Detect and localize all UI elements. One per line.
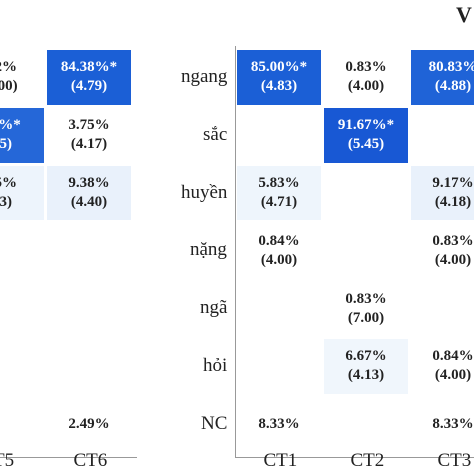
cell-text: 85.00%*: [250, 59, 308, 76]
cell-text: (4.00): [434, 251, 472, 268]
heatmap-cell: 6.67% (4.13): [324, 339, 408, 394]
cell-text: 9.38%: [68, 174, 110, 191]
cell-text: 3.75%: [68, 117, 110, 134]
cell-text: 75%: [0, 174, 17, 191]
cell-text: 80.83%: [428, 59, 474, 76]
cell-text: 23): [0, 193, 12, 210]
heatmap-cell: 0.84% (4.00): [411, 339, 474, 394]
cell-text: 35): [0, 136, 12, 153]
heatmap-cell: 0.83% (7.00): [324, 281, 408, 336]
y-tick-label: nặng: [190, 239, 227, 261]
cell-text: 8.33%: [258, 415, 300, 432]
axis-frame: [0, 46, 137, 458]
cell-text: (5.45): [347, 136, 385, 153]
cell-text: 5.83%: [258, 174, 300, 191]
cell-text: 0.83%: [345, 59, 387, 76]
x-tick-label: CT6: [73, 450, 108, 471]
y-tick-label: huyền: [181, 181, 228, 203]
cell-text: (4.83): [260, 78, 298, 95]
cell-text: (4.71): [260, 193, 298, 210]
title: V: [456, 2, 472, 27]
x-tick-label: T5: [0, 450, 15, 471]
heatmap-cell: 2.49%: [47, 396, 131, 452]
cell-text: 4.00): [0, 78, 18, 95]
heatmap-cell: 85.00%* (4.83): [237, 50, 321, 105]
cell-text: 53%*: [0, 117, 21, 134]
cell-text: (7.00): [347, 309, 385, 326]
heatmap-cell: 62% 4.00): [0, 50, 44, 105]
heatmap-cell: 3.75% (4.17): [47, 107, 131, 163]
y-tick-label: NC: [201, 412, 228, 434]
heatmap-cell: 91.67%* (5.45): [324, 107, 408, 163]
cell-text: 0.83%: [345, 290, 387, 307]
cell-text: 6.67%: [345, 348, 387, 365]
heatmap-cell: 75%23): [0, 165, 44, 221]
cell-text: 9.17%: [432, 174, 474, 191]
heatmap-cell: 84.38%* (4.79): [47, 50, 131, 105]
cell-text: 0.84%: [432, 348, 474, 365]
cell-text: 91.67%*: [337, 117, 395, 134]
cell-text: 2.49%: [68, 415, 110, 432]
cell-text: (4.00): [347, 78, 385, 95]
y-tick-label: hỏi: [203, 354, 228, 376]
x-tick-label: CT3: [437, 450, 472, 471]
heatmap-cell: 0.83% (4.00): [411, 223, 474, 279]
cell-text: 84.38%*: [60, 59, 118, 76]
heatmap-cell: 53%* 35): [0, 107, 44, 163]
cell-text: 62%: [0, 59, 17, 76]
y-tick-label: ngã: [200, 297, 228, 319]
cell-text: (4.13): [347, 367, 385, 384]
cell-text: (4.18): [434, 193, 472, 210]
cell-text: 8.33%: [432, 415, 474, 432]
heatmap-cell: 9.38% (4.40): [47, 165, 131, 221]
heatmap-cell: 8.33%: [237, 396, 321, 452]
cell-text: 0.83%: [432, 232, 474, 249]
heatmap-cell: 0.83% (4.00): [324, 50, 408, 105]
x-tick-label: CT2: [350, 450, 385, 471]
heatmap-cell: 8.33%: [411, 396, 474, 452]
cell-text: (4.79): [70, 78, 108, 95]
y-tick-label: sắc: [203, 123, 228, 145]
heatmap-cell: 80.83% (4.88): [411, 50, 474, 105]
cell-text: (4.00): [260, 251, 298, 268]
cell-text: (4.00): [434, 367, 472, 384]
cell-text: 0.84%: [258, 232, 300, 249]
y-tick-label: ngang: [181, 65, 228, 87]
heatmap-cell: 0.84% (4.00): [237, 223, 321, 279]
cell-text: (4.88): [434, 78, 472, 95]
axis-frame: [235, 46, 474, 458]
cell-text: (4.40): [70, 193, 108, 210]
heatmap-cell: 5.83% (4.71): [237, 165, 321, 221]
heatmap-cell: 9.17% (4.18): [411, 165, 474, 221]
x-tick-label: CT1: [263, 450, 298, 471]
cell-text: (4.17): [70, 136, 108, 153]
